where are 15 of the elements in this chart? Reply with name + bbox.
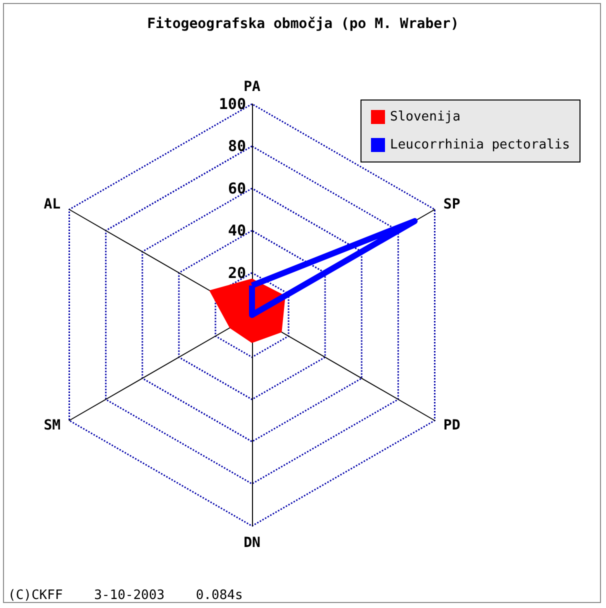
spoke-label: DN xyxy=(244,535,260,551)
text: (C)CKFF 3-10-2003 0.084s xyxy=(8,588,243,603)
spoke-label: PD xyxy=(443,418,460,434)
spoke-label: PA xyxy=(244,79,261,95)
spoke-label: SM xyxy=(44,418,61,434)
chart-title: Fitogeografska območja (po M. Wraber) xyxy=(147,16,459,32)
y-tick-label: 20 xyxy=(228,264,246,282)
y-tick-label: 100 xyxy=(218,95,246,113)
y-tick-label: 40 xyxy=(228,222,246,240)
legend-label: Slovenija xyxy=(390,110,460,124)
legend-label: Leucorrhinia pectoralis xyxy=(390,138,570,152)
y-tick-label: 80 xyxy=(228,137,246,156)
y-tick-label: 60 xyxy=(228,179,246,198)
spoke-label: AL xyxy=(44,196,61,212)
spoke-label: SP xyxy=(443,196,460,212)
